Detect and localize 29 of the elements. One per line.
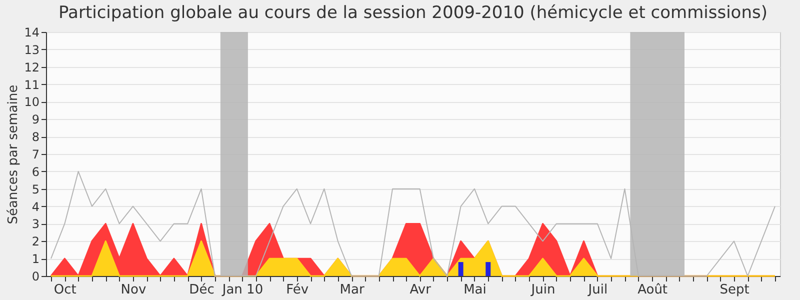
x-tick-label: Mai — [464, 282, 486, 298]
x-tick-label: Juin — [530, 282, 556, 298]
x-tick-label: Nov — [120, 282, 146, 298]
y-tick-label: 11 — [24, 78, 40, 92]
x-tick-label: Mar — [340, 282, 365, 298]
y-tick-label: 7 — [32, 148, 40, 162]
y-axis-title: Séances par semaine — [6, 84, 22, 224]
y-tick-label: 6 — [32, 164, 40, 179]
y-tick-label: 1 — [32, 252, 40, 266]
x-tick-label: Jan 10 — [221, 282, 264, 298]
y-tick-label: 12 — [24, 60, 40, 74]
y-tick-label: 3 — [32, 217, 40, 232]
x-tick-label: Fév — [286, 282, 309, 298]
chart-title: Participation globale au cours de la session 2009-2010 (hémicycle et commissions) — [58, 3, 768, 23]
x-tick-label: Oct — [54, 282, 76, 298]
x-tick-label: Avr — [410, 282, 432, 298]
y-tick-label: 5 — [32, 182, 40, 196]
x-tick-label: Déc — [189, 282, 214, 298]
y-tick-label: 2 — [32, 234, 40, 249]
x-tick-label: Sept — [720, 282, 750, 298]
y-tick-label: 9 — [32, 112, 40, 127]
y-tick-label: 14 — [24, 26, 40, 40]
y-tick-label: 10 — [24, 95, 40, 110]
y-tick-label: 13 — [24, 42, 40, 57]
y-tick-label: 8 — [32, 130, 40, 144]
x-tick-label: Juil — [587, 282, 608, 298]
x-tick-label: Août — [638, 282, 668, 298]
y-tick-label: 4 — [32, 200, 40, 214]
y-tick-label: 0 — [32, 270, 40, 284]
